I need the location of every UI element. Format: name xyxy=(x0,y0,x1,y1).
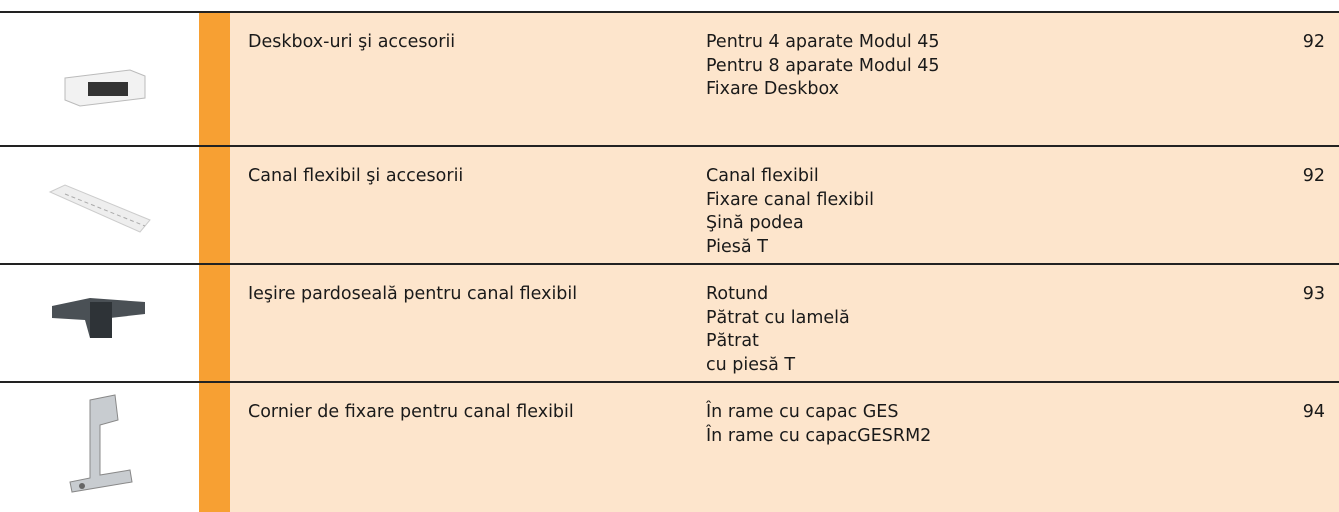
top-rule xyxy=(0,11,1339,13)
row-title: Deskbox-uri şi accesorii xyxy=(248,32,456,52)
row-rule xyxy=(0,145,1339,147)
row-page: 94 xyxy=(1302,402,1325,422)
row-item: Canal flexibil xyxy=(706,166,819,186)
bracket-icon xyxy=(69,394,133,493)
floor-outlet-icon xyxy=(52,298,145,338)
peach-background xyxy=(230,12,1339,512)
orange-band xyxy=(199,12,230,512)
row-rule xyxy=(0,263,1339,265)
row-item: Rotund xyxy=(706,284,769,304)
row-item: Pentru 8 aparate Modul 45 xyxy=(706,55,940,76)
channel-icon xyxy=(48,184,151,233)
row-title: Cornier de fixare pentru canal flexibil xyxy=(248,402,574,422)
row-page: 92 xyxy=(1302,32,1325,52)
row-item: cu piesă T xyxy=(706,354,796,375)
row-page: 92 xyxy=(1302,166,1325,186)
row-item: Pentru 4 aparate Modul 45 xyxy=(706,32,940,52)
row-item: Pătrat cu lamelă xyxy=(706,307,850,328)
deskbox-icon xyxy=(64,69,146,107)
row-item: Pătrat xyxy=(706,331,759,351)
row-item: În rame cu capac GES xyxy=(706,402,899,422)
row-item: Piesă T xyxy=(706,236,768,257)
row-rule xyxy=(0,381,1339,383)
row-item: Fixare canal flexibil xyxy=(706,189,874,210)
row-item: Fixare Deskbox xyxy=(706,79,840,99)
row-title: Canal flexibil şi accesorii xyxy=(248,166,464,186)
row-title: Ieşire pardoseală pentru canal flexibil xyxy=(248,284,578,304)
row-item: Şină podea xyxy=(706,213,804,233)
row-page: 93 xyxy=(1302,284,1325,304)
row-item: În rame cu capacGESRM2 xyxy=(706,425,932,446)
